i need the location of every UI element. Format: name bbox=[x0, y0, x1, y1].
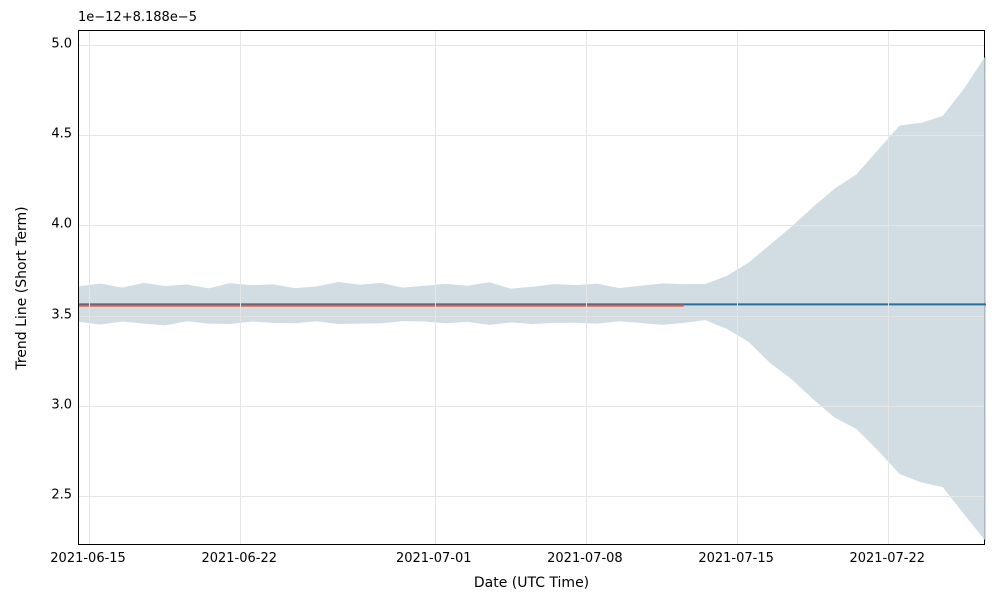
x-grid-line bbox=[888, 31, 889, 544]
y-grid-line bbox=[79, 406, 984, 407]
x-grid-line bbox=[89, 31, 90, 544]
x-tick-label: 2021-07-22 bbox=[849, 551, 925, 566]
plot-area bbox=[78, 30, 985, 545]
x-axis-label: Date (UTC Time) bbox=[474, 575, 589, 591]
x-grid-line bbox=[737, 31, 738, 544]
y-tick-label: 2.5 bbox=[51, 487, 72, 502]
y-tick-label: 3.5 bbox=[51, 307, 72, 322]
x-tick-label: 2021-06-15 bbox=[50, 551, 126, 566]
x-tick-label: 2021-07-01 bbox=[396, 551, 472, 566]
y-grid-line bbox=[79, 496, 984, 497]
y-tick-label: 5.0 bbox=[51, 37, 72, 52]
chart-svg-layer bbox=[79, 31, 986, 546]
y-grid-line bbox=[79, 316, 984, 317]
y-axis-label: Trend Line (Short Term) bbox=[14, 206, 30, 369]
x-tick-label: 2021-06-22 bbox=[201, 551, 277, 566]
x-grid-line bbox=[435, 31, 436, 544]
x-tick-label: 2021-07-15 bbox=[698, 551, 774, 566]
y-grid-line bbox=[79, 225, 984, 226]
chart-figure: 1e−12+8.188e−5 Date (UTC Time) Trend Lin… bbox=[0, 0, 1000, 600]
x-grid-line bbox=[240, 31, 241, 544]
confidence-band bbox=[79, 55, 986, 541]
y-tick-label: 4.0 bbox=[51, 217, 72, 232]
x-tick-label: 2021-07-08 bbox=[547, 551, 623, 566]
y-tick-label: 3.0 bbox=[51, 397, 72, 412]
y-grid-line bbox=[79, 45, 984, 46]
x-grid-line bbox=[586, 31, 587, 544]
y-axis-offset-text: 1e−12+8.188e−5 bbox=[78, 10, 197, 25]
y-tick-label: 4.5 bbox=[51, 127, 72, 142]
y-grid-line bbox=[79, 135, 984, 136]
